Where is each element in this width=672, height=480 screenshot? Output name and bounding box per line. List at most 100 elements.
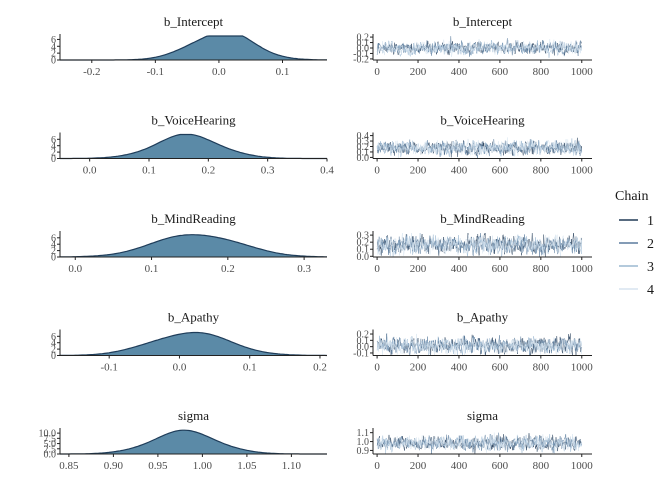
y-tick-label: 0.0: [357, 153, 370, 164]
trace-panel-b-apathy: b_Apathy -0.10.00.10.2 0 200 400 600 800 1000: [353, 310, 593, 374]
trace-panel-b-voicehearing: b_VoiceHearing 0.00.10.20.30.4 0 200 400 600 8…: [357, 113, 594, 177]
x-tick-label: -0.1: [100, 362, 117, 374]
x-tick-label: 0.0: [212, 66, 226, 78]
y-tick-label: 0.1: [357, 245, 370, 256]
trace-chain-4-b-voicehearing: [376, 137, 583, 159]
trace-chain-4-sigma: [376, 432, 583, 453]
y-tick-label: 4: [51, 141, 56, 152]
y-tick-label: 0.1: [357, 336, 370, 347]
y-tick-label: 0: [51, 351, 56, 362]
x-tick-label: 200: [410, 165, 427, 177]
x-tick-label: 1.00: [193, 460, 213, 472]
density-title-b-apathy: b_Apathy: [168, 310, 220, 325]
x-tick-label: 800: [533, 263, 550, 275]
x-tick-label: 0: [374, 263, 380, 275]
y-tick-label: 0: [51, 56, 56, 67]
density-title-sigma: sigma: [178, 408, 209, 423]
legend-label-2: 2: [647, 237, 654, 252]
y-tick-label: 4: [51, 42, 56, 53]
trace-chain-3-sigma: [376, 433, 583, 454]
x-tick-label: 0.0: [173, 362, 187, 374]
density-area-sigma: [60, 430, 327, 454]
y-tick-label: 0.4: [357, 131, 370, 142]
x-tick-label: 1.05: [237, 460, 257, 472]
trace-chain-4-b-intercept: [376, 39, 583, 57]
x-tick-label: 0.3: [261, 165, 275, 177]
density-title-b-intercept: b_Intercept: [164, 14, 224, 29]
x-tick-label: 400: [451, 362, 468, 374]
x-tick-label: 0.0: [68, 263, 82, 275]
y-tick-label: 6: [51, 332, 56, 343]
legend-item-1: 1: [619, 214, 654, 229]
y-tick-label: 0.2: [357, 238, 370, 249]
x-tick-label: 1000: [571, 460, 594, 472]
x-tick-label: 200: [410, 460, 427, 472]
y-tick-label: 0.2: [357, 33, 370, 44]
x-tick-label: 0.1: [276, 66, 290, 78]
x-tick-label: 0.1: [243, 362, 257, 374]
y-tick-label: 0.1: [357, 38, 370, 49]
x-tick-label: 600: [492, 263, 509, 275]
x-tick-label: 0.1: [145, 263, 159, 275]
x-tick-label: 200: [410, 66, 427, 78]
y-tick-label: 7.5: [44, 434, 57, 445]
legend-label-1: 1: [647, 214, 654, 229]
trace-chain-3-b-voicehearing: [376, 138, 583, 158]
y-tick-label: 2: [51, 345, 56, 356]
x-tick-label: 400: [451, 66, 468, 78]
density-title-b-voicehearing: b_VoiceHearing: [151, 113, 236, 128]
y-tick-label: 0.0: [357, 342, 370, 353]
y-tick-label: 2: [51, 246, 56, 257]
legend-label-4: 4: [647, 283, 654, 298]
y-tick-label: 6: [51, 233, 56, 244]
x-tick-label: 0.95: [148, 460, 168, 472]
x-tick-label: 800: [533, 66, 550, 78]
x-tick-label: 1000: [571, 263, 594, 275]
x-tick-label: 600: [492, 362, 509, 374]
legend-item-3: 3: [619, 260, 654, 275]
y-tick-label: 0.3: [357, 137, 370, 148]
density-curve-b-mindreading: [60, 234, 327, 258]
density-area-b-mindreading: [60, 234, 327, 257]
x-tick-label: 400: [451, 165, 468, 177]
y-tick-label: 1.1: [357, 428, 370, 439]
trace-panel-b-intercept: b_Intercept -0.2-0.10.00.10.2 0 200 400 600 80…: [353, 14, 593, 78]
x-tick-label: 800: [533, 165, 550, 177]
x-tick-label: 0.3: [297, 263, 311, 275]
y-tick-label: 2.5: [44, 444, 57, 455]
y-tick-label: 0.2: [357, 142, 370, 153]
trace-chain-3-b-intercept: [376, 39, 583, 58]
y-tick-label: 0: [51, 154, 56, 165]
trace-title-b-voicehearing: b_VoiceHearing: [440, 113, 525, 128]
y-tick-label: 4: [51, 240, 56, 251]
x-tick-label: 800: [533, 460, 550, 472]
trace-title-b-mindreading: b_MindReading: [440, 211, 525, 226]
y-tick-label: 0.0: [357, 44, 370, 55]
density-curve-b-apathy: [60, 331, 328, 357]
x-tick-label: -0.1: [147, 66, 164, 78]
x-tick-label: 0.2: [313, 362, 327, 374]
y-tick-label: 0.0: [44, 450, 57, 461]
x-tick-label: 0.90: [104, 460, 124, 472]
chain-legend: Chain 1 2 3 4: [615, 189, 654, 298]
y-tick-label: 6: [51, 135, 56, 146]
x-tick-label: 800: [533, 362, 550, 374]
x-tick-label: 0.1: [142, 165, 156, 177]
y-tick-label: 0.3: [357, 231, 370, 242]
x-tick-label: 1000: [571, 66, 594, 78]
legend-item-2: 2: [619, 237, 654, 252]
x-tick-label: 0.0: [83, 165, 97, 177]
x-tick-label: 0: [374, 362, 380, 374]
x-tick-label: 600: [492, 460, 509, 472]
density-area-b-intercept: [60, 36, 327, 60]
x-tick-label: 600: [492, 66, 509, 78]
legend-item-4: 4: [619, 283, 654, 298]
trace-title-sigma: sigma: [467, 408, 498, 423]
x-tick-label: 400: [451, 460, 468, 472]
x-tick-label: 1000: [571, 165, 594, 177]
